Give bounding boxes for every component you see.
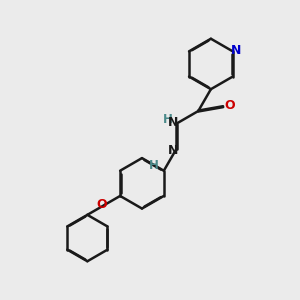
Text: O: O xyxy=(225,99,236,112)
Text: N: N xyxy=(231,44,241,57)
Text: H: H xyxy=(163,113,172,126)
Text: O: O xyxy=(97,198,107,211)
Text: N: N xyxy=(167,144,178,157)
Text: N: N xyxy=(167,116,178,129)
Text: H: H xyxy=(149,159,159,172)
